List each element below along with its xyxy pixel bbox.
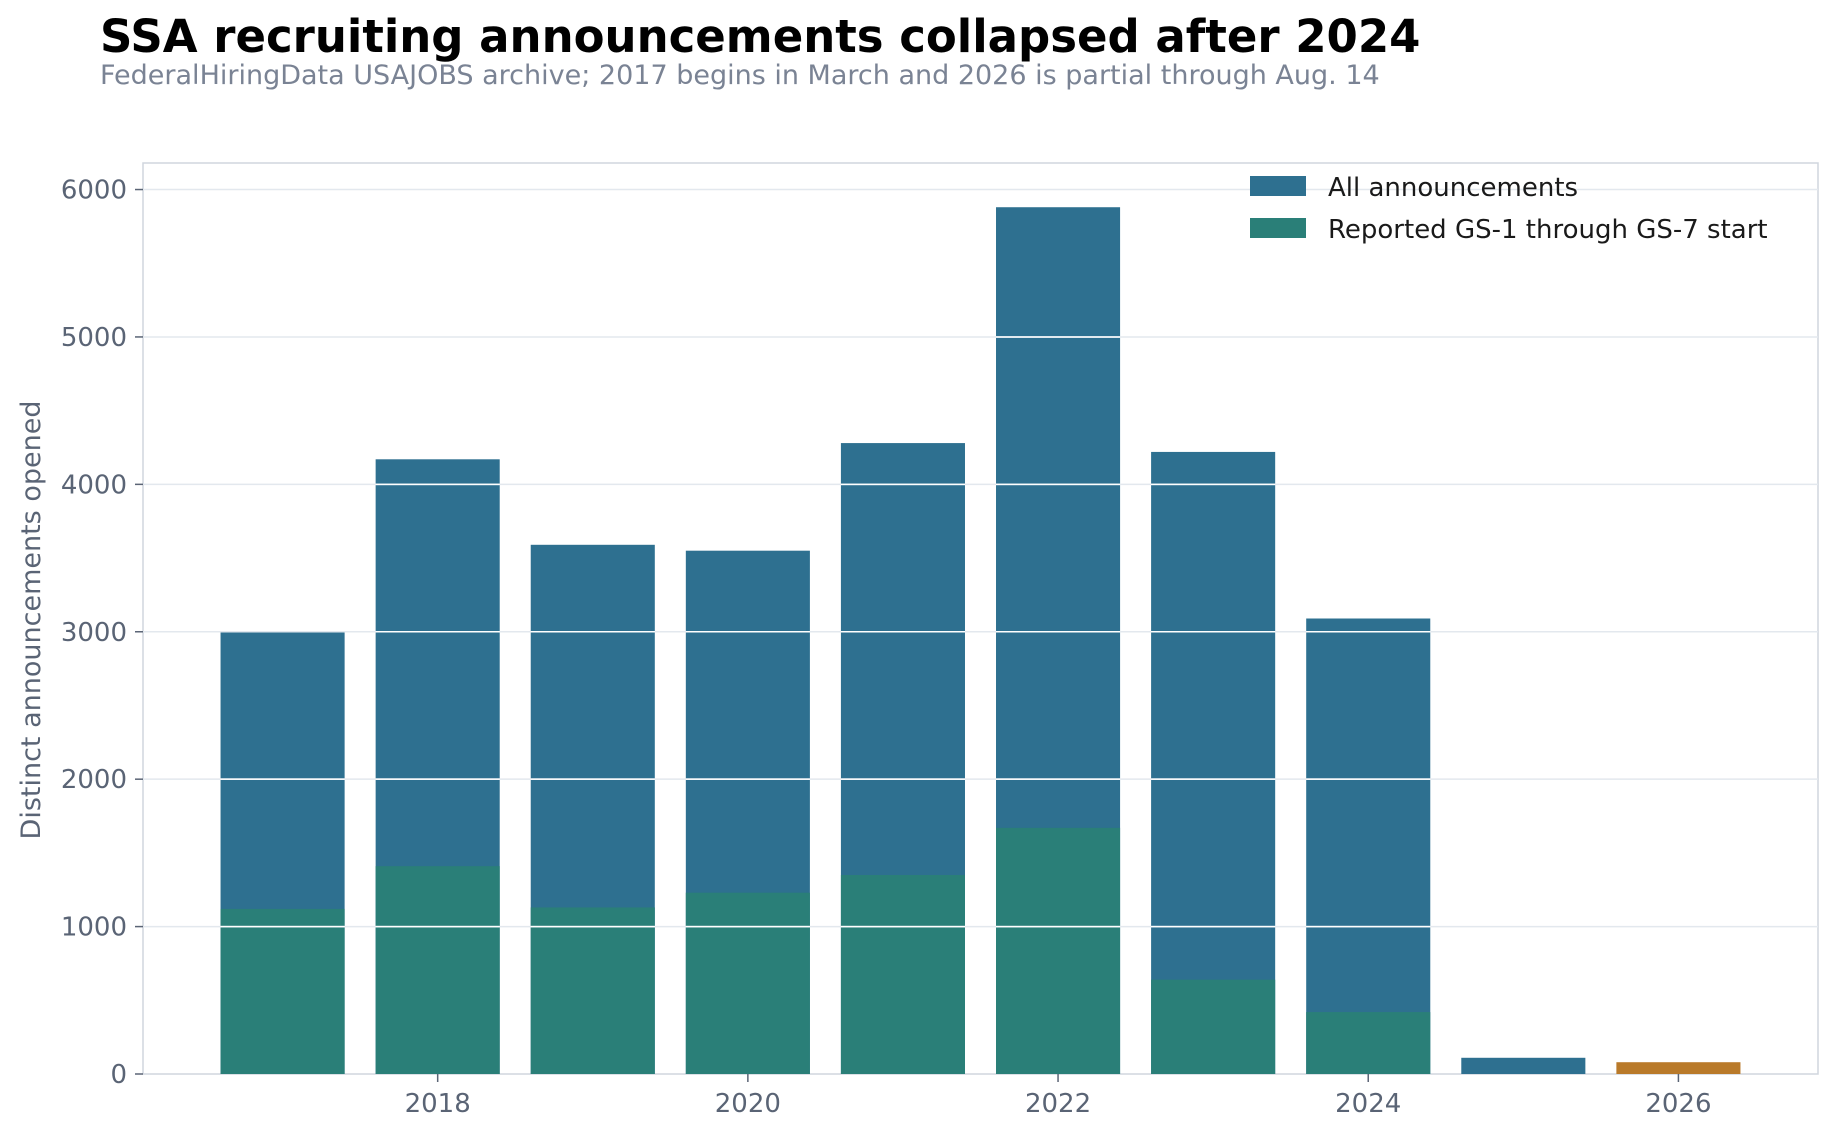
chart-title: SSA recruiting announcements collapsed a… — [100, 10, 1421, 63]
x-tick-label: 2018 — [405, 1089, 471, 1119]
bar-gs1-7-2022 — [996, 827, 1121, 1074]
y-tick-label: 4000 — [61, 470, 127, 500]
plot-area: 0 1000 2000 3000 4000 5000 6000 2018 2020 2022 202… — [61, 162, 1819, 1119]
bar-all-2026 — [1616, 1062, 1741, 1074]
bar-all-2025 — [1461, 1057, 1586, 1074]
y-tick-label: 0 — [110, 1060, 127, 1090]
bar-all-2023 — [1151, 451, 1276, 1075]
legend-swatch-0 — [1250, 176, 1306, 196]
chart-subtitle: FederalHiringData USAJOBS archive; 2017 … — [100, 60, 1380, 91]
bar-gs1-7-2020 — [685, 892, 810, 1074]
bar-gs1-7-2017 — [220, 908, 345, 1074]
y-axis-label: Distinct announcements opened — [16, 401, 47, 840]
legend: All announcements Reported GS-1 through G… — [1250, 173, 1768, 245]
bar-gs1-7-2024 — [1306, 1012, 1431, 1074]
bar-gs1-7-2018 — [375, 866, 500, 1074]
bar-gs1-7-2023 — [1151, 979, 1276, 1074]
bar-gs1-7-2021 — [840, 874, 965, 1074]
legend-label-0: All announcements — [1328, 173, 1578, 203]
y-tick-label: 1000 — [61, 913, 127, 943]
x-tick-label: 2022 — [1025, 1089, 1091, 1119]
x-tick-label: 2020 — [715, 1089, 781, 1119]
legend-label-1: Reported GS-1 through GS-7 start — [1328, 215, 1768, 245]
x-tick-label: 2024 — [1335, 1089, 1401, 1119]
y-tick-label: 6000 — [61, 176, 127, 206]
y-tick-label: 5000 — [61, 323, 127, 353]
bar-gs1-7-2019 — [530, 907, 655, 1074]
bar-all-2024 — [1306, 618, 1431, 1074]
y-tick-label: 3000 — [61, 618, 127, 648]
y-tick-label: 2000 — [61, 765, 127, 795]
legend-swatch-1 — [1250, 218, 1306, 238]
x-tick-label: 2026 — [1645, 1089, 1711, 1119]
